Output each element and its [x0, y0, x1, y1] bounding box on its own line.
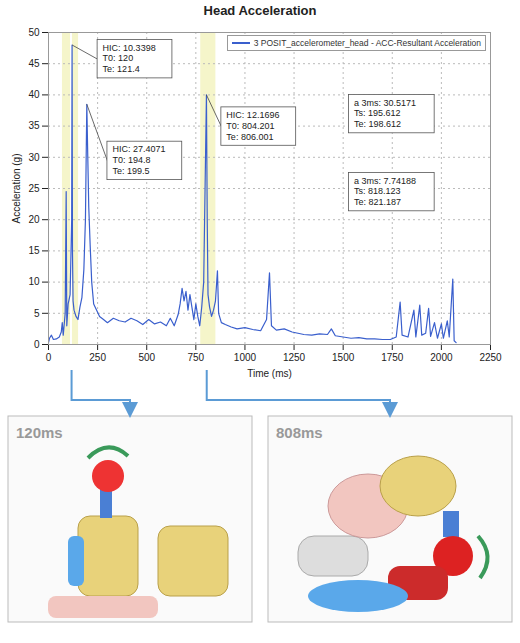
svg-text:1000: 1000	[234, 352, 257, 363]
svg-text:Acceleration (g): Acceleration (g)	[11, 153, 22, 223]
svg-text:250: 250	[89, 352, 106, 363]
svg-text:HIC: 10.3398T0: 120Te: 121.4: HIC: 10.3398T0: 120Te: 121.4	[103, 43, 156, 75]
svg-text:15: 15	[28, 245, 40, 256]
svg-text:a 3ms: 7.74188Ts: 818.123Te: 8: a 3ms: 7.74188Ts: 818.123Te: 821.187	[354, 176, 416, 208]
svg-text:50: 50	[28, 27, 40, 38]
svg-text:HIC: 12.1696T0: 804.201Te: 806: HIC: 12.1696T0: 804.201Te: 806.001	[226, 110, 279, 142]
svg-text:35: 35	[28, 120, 40, 131]
svg-text:5: 5	[34, 308, 40, 319]
svg-text:HIC: 27.4071T0: 194.8Te: 199.5: HIC: 27.4071T0: 194.8Te: 199.5	[112, 144, 165, 176]
svg-text:750: 750	[187, 352, 204, 363]
svg-text:120ms: 120ms	[16, 424, 63, 441]
svg-text:808ms: 808ms	[276, 424, 323, 441]
svg-text:2000: 2000	[430, 352, 453, 363]
svg-text:1750: 1750	[381, 352, 404, 363]
svg-text:Time (ms): Time (ms)	[247, 368, 292, 379]
svg-text:1250: 1250	[283, 352, 306, 363]
svg-text:500: 500	[138, 352, 155, 363]
svg-text:0: 0	[34, 339, 40, 350]
svg-text:25: 25	[28, 183, 40, 194]
svg-text:45: 45	[28, 58, 40, 69]
svg-text:40: 40	[28, 89, 40, 100]
svg-text:1500: 1500	[332, 352, 355, 363]
svg-text:20: 20	[28, 214, 40, 225]
svg-text:0: 0	[46, 352, 52, 363]
html-text:3 POSIT_accelerometer_head - A: 3 POSIT_accelerometer_head - ACC-Resulta…	[253, 38, 481, 48]
svg-text:2250: 2250	[479, 352, 502, 363]
html-text:Head Acceleration: Head Acceleration	[203, 3, 317, 18]
svg-text:10: 10	[28, 276, 40, 287]
svg-text:30: 30	[28, 152, 40, 163]
svg-text:a 3ms: 30.5171Ts: 195.612Te: 1: a 3ms: 30.5171Ts: 195.612Te: 198.612	[354, 98, 416, 130]
